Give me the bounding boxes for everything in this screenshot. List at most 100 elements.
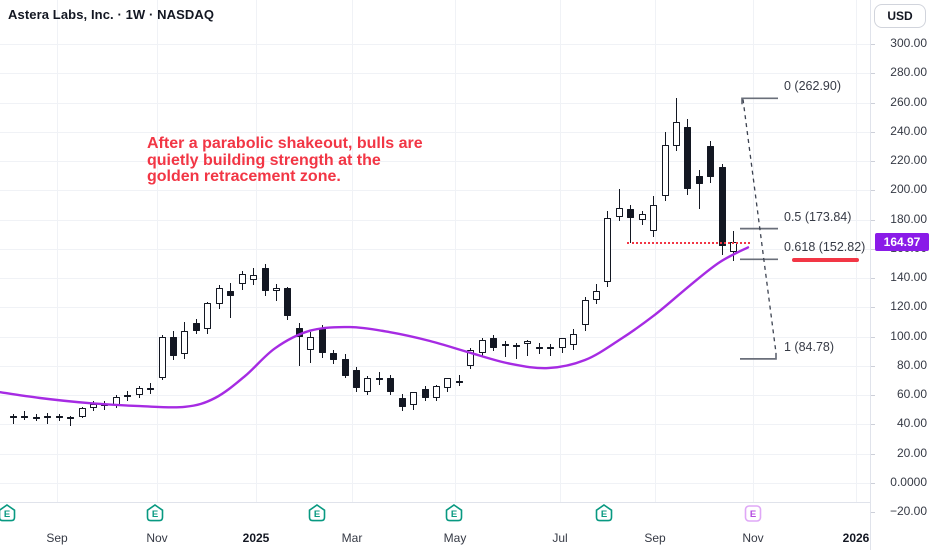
- time-tick-label: Sep: [644, 531, 666, 545]
- earnings-icon[interactable]: E: [308, 504, 326, 527]
- price-axis-tickmark: [871, 424, 875, 426]
- price-axis-tickmark: [871, 365, 875, 367]
- candle-wick: [515, 342, 517, 359]
- candle-wick: [550, 343, 552, 356]
- price-axis-tickmark: [871, 453, 875, 455]
- price-axis-tickmark: [871, 336, 875, 338]
- candle-body: [387, 377, 395, 393]
- price-axis-tickmark: [871, 512, 875, 514]
- h-gridline: [0, 73, 870, 75]
- time-tick-label: Mar: [341, 531, 363, 545]
- candle-body: [490, 338, 498, 349]
- v-gridline: [455, 0, 456, 502]
- h-gridline: [0, 131, 870, 133]
- golden-zone-underline[interactable]: [792, 258, 859, 262]
- time-tick-label: Jul: [552, 531, 568, 545]
- candles-layer: [10, 98, 738, 426]
- price-tick-label: 220.00: [890, 153, 927, 167]
- candle-body: [295, 327, 303, 337]
- candle-body: [627, 209, 635, 219]
- h-gridline: [0, 424, 870, 426]
- candle-body: [695, 175, 703, 185]
- svg-text:E: E: [314, 509, 320, 520]
- candle-body: [444, 377, 452, 388]
- candle-body: [78, 408, 86, 418]
- fib-level-lines[interactable]: [740, 97, 778, 360]
- time-tick-label: May: [443, 531, 467, 545]
- price-tick-label: 260.00: [890, 94, 927, 109]
- symbol-title[interactable]: Astera Labs, Inc. · 1W · NASDAQ: [8, 7, 215, 22]
- price-tick-label: 120.00: [890, 299, 927, 314]
- candle-body: [215, 288, 223, 305]
- candle-body: [55, 415, 63, 419]
- candle-body: [604, 218, 612, 283]
- time-tick-label: Sep: [46, 531, 68, 545]
- price-tick-label: 280.00: [890, 65, 927, 80]
- candle-wick: [24, 411, 26, 420]
- candle-body: [227, 291, 235, 296]
- v-gridline: [856, 0, 857, 502]
- price-tick-label: 0.0000: [890, 474, 927, 489]
- price-axis-tickmark: [871, 395, 875, 397]
- price-tick-label: 140.00: [890, 270, 927, 285]
- candle-body: [684, 127, 692, 189]
- candle-body: [318, 327, 326, 353]
- candle-body: [638, 213, 646, 220]
- fib-level-label: 0 (262.90): [784, 79, 841, 94]
- fib-level-label: 0.5 (173.84): [784, 209, 852, 224]
- candle-wick: [13, 414, 14, 425]
- candle-body: [501, 343, 509, 346]
- candle-body: [535, 346, 543, 349]
- candle-body: [432, 386, 440, 398]
- v-gridline: [560, 0, 561, 502]
- v-gridline: [352, 0, 353, 502]
- candle-body: [615, 207, 623, 217]
- candle-body: [707, 146, 715, 178]
- candle-body: [718, 166, 726, 246]
- h-gridline: [0, 190, 870, 192]
- candle-body: [455, 380, 463, 383]
- candle-body: [135, 387, 143, 396]
- candle-wick: [47, 412, 49, 425]
- chart-canvas[interactable]: Astera Labs, Inc. · 1W · NASDAQ After a …: [0, 0, 870, 502]
- time-tick-label: 2026: [842, 531, 870, 545]
- price-tick-label: 60.00: [896, 387, 927, 402]
- moving-average-line[interactable]: [0, 246, 750, 409]
- earnings-icon[interactable]: E: [744, 504, 762, 527]
- time-axis[interactable]: Sep Nov 2025 Mar May Jul Sep Nov 2026 E E E E E …: [0, 502, 870, 550]
- earnings-icon[interactable]: E: [0, 504, 16, 527]
- candle-body: [478, 339, 486, 353]
- candle-body: [261, 267, 269, 292]
- earnings-icon[interactable]: E: [445, 504, 463, 527]
- candle-body: [524, 341, 532, 344]
- candle-body: [67, 417, 75, 420]
- price-tick-label: 300.00: [890, 36, 927, 50]
- price-tick-label: 100.00: [890, 328, 927, 343]
- price-axis-tickmark: [871, 44, 875, 45]
- h-gridline: [0, 336, 870, 338]
- candle-body: [250, 275, 257, 280]
- candle-body: [32, 417, 40, 420]
- fib-trendline[interactable]: [742, 99, 777, 353]
- currency-button[interactable]: USD: [874, 4, 926, 28]
- svg-text:E: E: [451, 509, 457, 520]
- h-gridline: [0, 307, 870, 309]
- candle-body: [158, 336, 166, 378]
- candle-body: [238, 273, 246, 284]
- candle-body: [581, 300, 589, 325]
- earnings-icon[interactable]: E: [595, 504, 613, 527]
- candle-body: [364, 377, 372, 393]
- h-gridline: [0, 248, 870, 250]
- annotation-text[interactable]: After a parabolic shakeout, bulls are qu…: [147, 135, 487, 186]
- svg-text:E: E: [750, 509, 756, 520]
- price-axis-tickmark: [871, 102, 875, 104]
- annotation-line: golden retracement zone.: [147, 168, 341, 185]
- candle-body: [650, 204, 658, 232]
- candle-body: [592, 291, 600, 300]
- earnings-icon[interactable]: E: [146, 504, 164, 527]
- fib-level-label: 1 (84.78): [784, 339, 835, 354]
- price-axis[interactable]: USD 164.97 300.00 280.00 260.00 240.00 220.0…: [870, 0, 932, 550]
- candle-wick: [70, 415, 72, 426]
- svg-text:E: E: [152, 509, 158, 520]
- support-dotted-line[interactable]: [627, 242, 750, 244]
